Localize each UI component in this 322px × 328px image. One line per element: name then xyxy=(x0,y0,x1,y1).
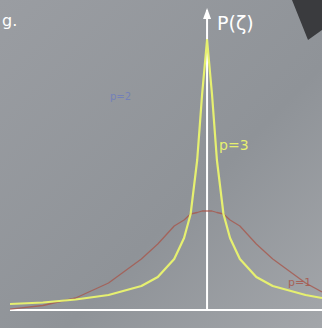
screen-edge xyxy=(292,0,322,40)
x-axis xyxy=(10,309,322,311)
plot-area xyxy=(10,40,322,309)
chart: P(ζ) p=3 p=1 g. p=2 xyxy=(0,0,322,328)
annotation: g. xyxy=(2,11,17,30)
annotation: p=2 xyxy=(110,91,131,102)
y-axis-arrow xyxy=(203,8,211,19)
y-axis-label: P(ζ) xyxy=(217,12,254,34)
series-line xyxy=(10,211,322,309)
background xyxy=(0,0,322,328)
series-label: p=1 xyxy=(288,276,311,289)
series-label: p=3 xyxy=(219,137,249,153)
series-line xyxy=(10,40,322,304)
